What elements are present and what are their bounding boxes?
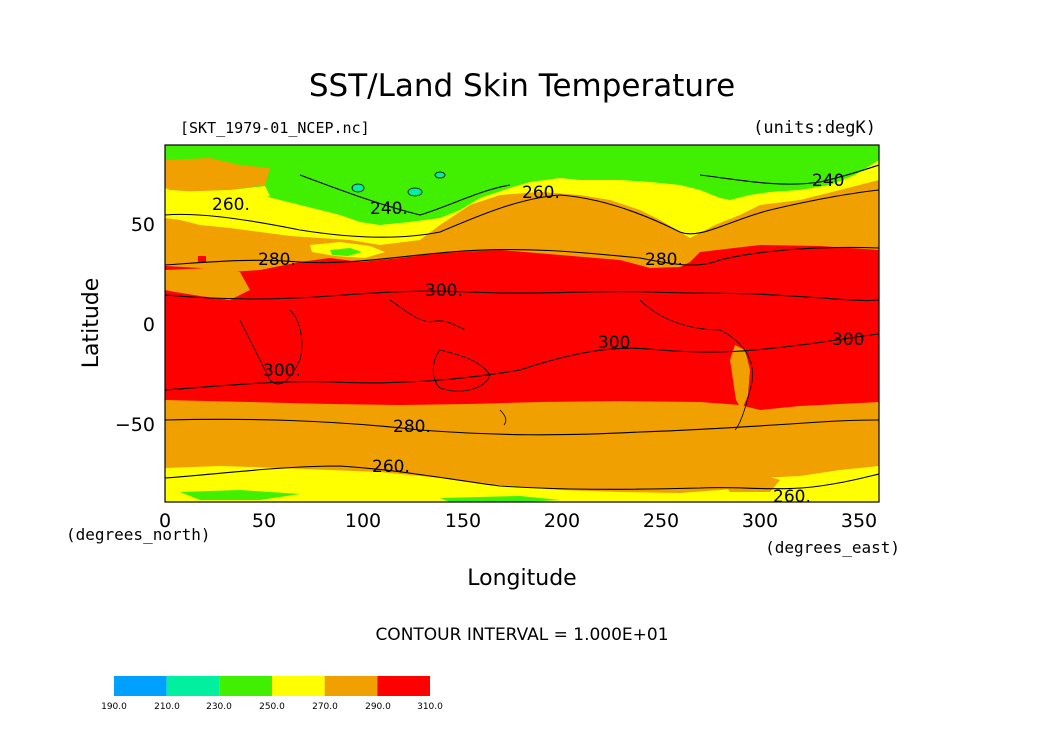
colorbar-swatch xyxy=(324,676,378,696)
contour-label: 300 xyxy=(598,333,630,353)
x-tick-label: 150 xyxy=(445,510,481,532)
colorbar-swatch xyxy=(219,676,272,696)
y-axis: 50 0 −50 Latitude (degrees_north) xyxy=(66,214,211,544)
colorbar-tick: 190.0 xyxy=(101,702,127,712)
colorbar-tick: 230.0 xyxy=(206,702,232,712)
x-axis-units: (degrees_east) xyxy=(765,538,900,557)
y-axis-label: Latitude xyxy=(79,278,104,369)
colorbar-swatch xyxy=(272,676,325,696)
colorbar-tick: 210.0 xyxy=(154,702,180,712)
colorbar: 190.0 210.0 230.0 250.0 270.0 290.0 310.… xyxy=(101,676,443,712)
contour-label: 260. xyxy=(212,195,250,215)
x-axis-label: Longitude xyxy=(467,566,576,591)
colorbar-tick: 290.0 xyxy=(365,702,391,712)
contour-labels: 260. 240. 260. 240 280. 300. 280. 300 30… xyxy=(212,171,864,507)
contour-label: 260. xyxy=(773,487,811,507)
x-axis: 0 50 100 150 200 250 300 350 (degrees_ea… xyxy=(159,510,900,591)
y-axis-units: (degrees_north) xyxy=(66,525,211,544)
colorbar-swatch xyxy=(166,676,220,696)
contour-label: 280. xyxy=(645,250,683,270)
contour-label: 260. xyxy=(522,183,560,203)
y-tick-label: 50 xyxy=(131,214,155,236)
y-tick-label: −50 xyxy=(115,414,155,436)
contour-label: 240. xyxy=(370,199,408,219)
x-tick-label: 50 xyxy=(252,510,276,532)
contour-label: 300 xyxy=(832,330,864,350)
file-label: [SKT_1979-01_NCEP.nc] xyxy=(180,119,370,137)
colorbar-swatch xyxy=(377,676,430,696)
contour-interval-note: CONTOUR INTERVAL = 1.000E+01 xyxy=(375,625,668,645)
colorbar-tick: 250.0 xyxy=(259,702,285,712)
x-tick-label: 100 xyxy=(345,510,381,532)
contour-label: 300. xyxy=(263,361,301,381)
x-tick-label: 300 xyxy=(742,510,778,532)
map-frame xyxy=(164,144,880,503)
colorbar-tick: 310.0 xyxy=(417,702,443,712)
contour-label: 260. xyxy=(372,457,410,477)
contour-label: 300. xyxy=(425,281,463,301)
y-tick-label: 0 xyxy=(143,314,155,336)
colorbar-tick: 270.0 xyxy=(312,702,338,712)
temperature-map: 260. 240. 260. 240 280. 300. 280. 300 30… xyxy=(165,145,879,507)
contour-label: 280. xyxy=(393,417,431,437)
x-tick-label: 250 xyxy=(643,510,679,532)
contour-label: 240 xyxy=(812,171,844,191)
x-tick-label: 350 xyxy=(841,510,877,532)
x-tick-label: 200 xyxy=(544,510,580,532)
colorbar-swatch xyxy=(114,676,167,696)
units-label: (units:degK) xyxy=(753,118,876,138)
map-title: SST/Land Skin Temperature xyxy=(309,68,735,104)
contour-label: 280. xyxy=(258,250,296,270)
x-tick-label: 0 xyxy=(159,510,171,532)
